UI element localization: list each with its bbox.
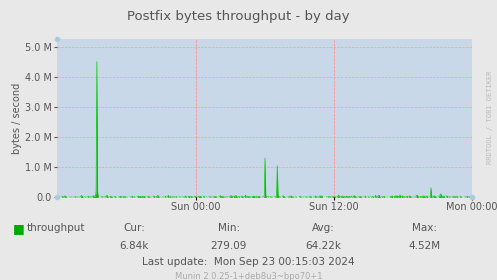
Text: throughput: throughput [26, 223, 85, 233]
Text: Min:: Min: [218, 223, 240, 233]
Text: Last update:  Mon Sep 23 00:15:03 2024: Last update: Mon Sep 23 00:15:03 2024 [142, 257, 355, 267]
Y-axis label: bytes / second: bytes / second [12, 83, 22, 154]
Text: ■: ■ [12, 222, 24, 235]
Text: Postfix bytes throughput - by day: Postfix bytes throughput - by day [127, 10, 350, 23]
Text: Max:: Max: [413, 223, 437, 233]
Text: Munin 2.0.25-1+deb8u3~bpo70+1: Munin 2.0.25-1+deb8u3~bpo70+1 [175, 272, 322, 280]
Text: 64.22k: 64.22k [305, 241, 341, 251]
Text: 279.09: 279.09 [210, 241, 247, 251]
Text: Cur:: Cur: [123, 223, 145, 233]
Text: 6.84k: 6.84k [119, 241, 149, 251]
Text: 4.52M: 4.52M [409, 241, 441, 251]
Text: Avg:: Avg: [312, 223, 334, 233]
Text: RRDTOOL / TOBI OETIKER: RRDTOOL / TOBI OETIKER [487, 71, 493, 164]
